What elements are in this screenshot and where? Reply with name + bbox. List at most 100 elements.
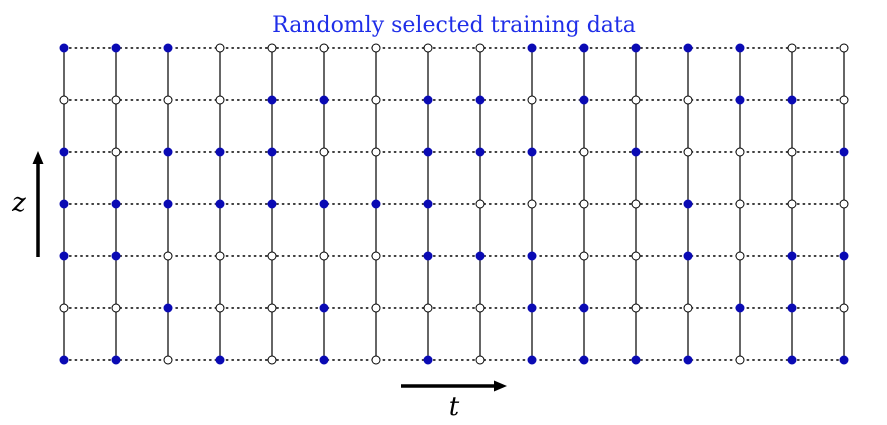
selected-node (215, 199, 225, 209)
diagram-title: Randomly selected training data (272, 13, 636, 38)
selected-node (527, 147, 537, 157)
selected-node (267, 95, 277, 105)
unselected-node (215, 303, 225, 313)
unselected-node (423, 303, 433, 313)
unselected-node (631, 303, 641, 313)
selected-node (735, 95, 745, 105)
unselected-node (683, 303, 693, 313)
unselected-node (839, 199, 849, 209)
unselected-node (163, 95, 173, 105)
unselected-node (371, 355, 381, 365)
selected-node (735, 43, 745, 53)
selected-node (683, 43, 693, 53)
unselected-node (111, 147, 121, 157)
unselected-node (59, 303, 69, 313)
selected-node (579, 303, 589, 313)
unselected-node (371, 95, 381, 105)
selected-node (59, 199, 69, 209)
selected-node (163, 43, 173, 53)
unselected-node (319, 43, 329, 53)
unselected-node (735, 251, 745, 261)
selected-node (579, 355, 589, 365)
selected-node (527, 251, 537, 261)
unselected-node (111, 95, 121, 105)
z-axis-label: z (11, 188, 26, 218)
selected-node (787, 355, 797, 365)
selected-node (215, 147, 225, 157)
selected-node (579, 43, 589, 53)
unselected-node (631, 95, 641, 105)
selected-node (423, 199, 433, 209)
unselected-node (475, 303, 485, 313)
unselected-node (683, 147, 693, 157)
selected-node (319, 199, 329, 209)
selected-node (111, 43, 121, 53)
selected-node (423, 147, 433, 157)
unselected-node (371, 251, 381, 261)
grid-nodes (59, 43, 849, 365)
unselected-node (787, 43, 797, 53)
selected-node (787, 251, 797, 261)
selected-node (423, 251, 433, 261)
selected-node (475, 95, 485, 105)
selected-node (527, 43, 537, 53)
selected-node (111, 199, 121, 209)
unselected-node (839, 95, 849, 105)
selected-node (267, 199, 277, 209)
unselected-node (527, 199, 537, 209)
z-axis-arrow (32, 151, 44, 257)
selected-node (735, 303, 745, 313)
unselected-node (735, 147, 745, 157)
unselected-node (59, 95, 69, 105)
selected-node (475, 251, 485, 261)
selected-node (319, 95, 329, 105)
unselected-node (527, 95, 537, 105)
unselected-node (579, 147, 589, 157)
unselected-node (787, 199, 797, 209)
selected-node (631, 355, 641, 365)
unselected-node (215, 43, 225, 53)
selected-node (631, 43, 641, 53)
unselected-node (475, 199, 485, 209)
selected-node (683, 251, 693, 261)
unselected-node (371, 43, 381, 53)
selected-node (59, 147, 69, 157)
selected-node (423, 355, 433, 365)
selected-node (423, 95, 433, 105)
unselected-node (163, 355, 173, 365)
unselected-node (787, 147, 797, 157)
selected-node (527, 355, 537, 365)
unselected-node (475, 43, 485, 53)
unselected-node (267, 251, 277, 261)
selected-node (839, 251, 849, 261)
unselected-node (267, 303, 277, 313)
unselected-node (839, 303, 849, 313)
selected-node (319, 303, 329, 313)
unselected-node (579, 199, 589, 209)
unselected-node (423, 43, 433, 53)
selected-node (631, 147, 641, 157)
selected-node (215, 355, 225, 365)
selected-node (59, 251, 69, 261)
selected-node (59, 355, 69, 365)
unselected-node (683, 95, 693, 105)
selected-node (475, 147, 485, 157)
unselected-node (215, 95, 225, 105)
selected-node (579, 95, 589, 105)
t-axis-arrow (401, 380, 507, 392)
selected-node (163, 147, 173, 157)
unselected-node (371, 303, 381, 313)
selected-node (111, 251, 121, 261)
selected-node (319, 355, 329, 365)
selected-node (163, 199, 173, 209)
selected-node (839, 147, 849, 157)
unselected-node (735, 199, 745, 209)
unselected-node (215, 251, 225, 261)
selected-node (839, 355, 849, 365)
unselected-node (267, 43, 277, 53)
selected-node (59, 43, 69, 53)
unselected-node (631, 199, 641, 209)
unselected-node (319, 251, 329, 261)
selected-node (683, 199, 693, 209)
